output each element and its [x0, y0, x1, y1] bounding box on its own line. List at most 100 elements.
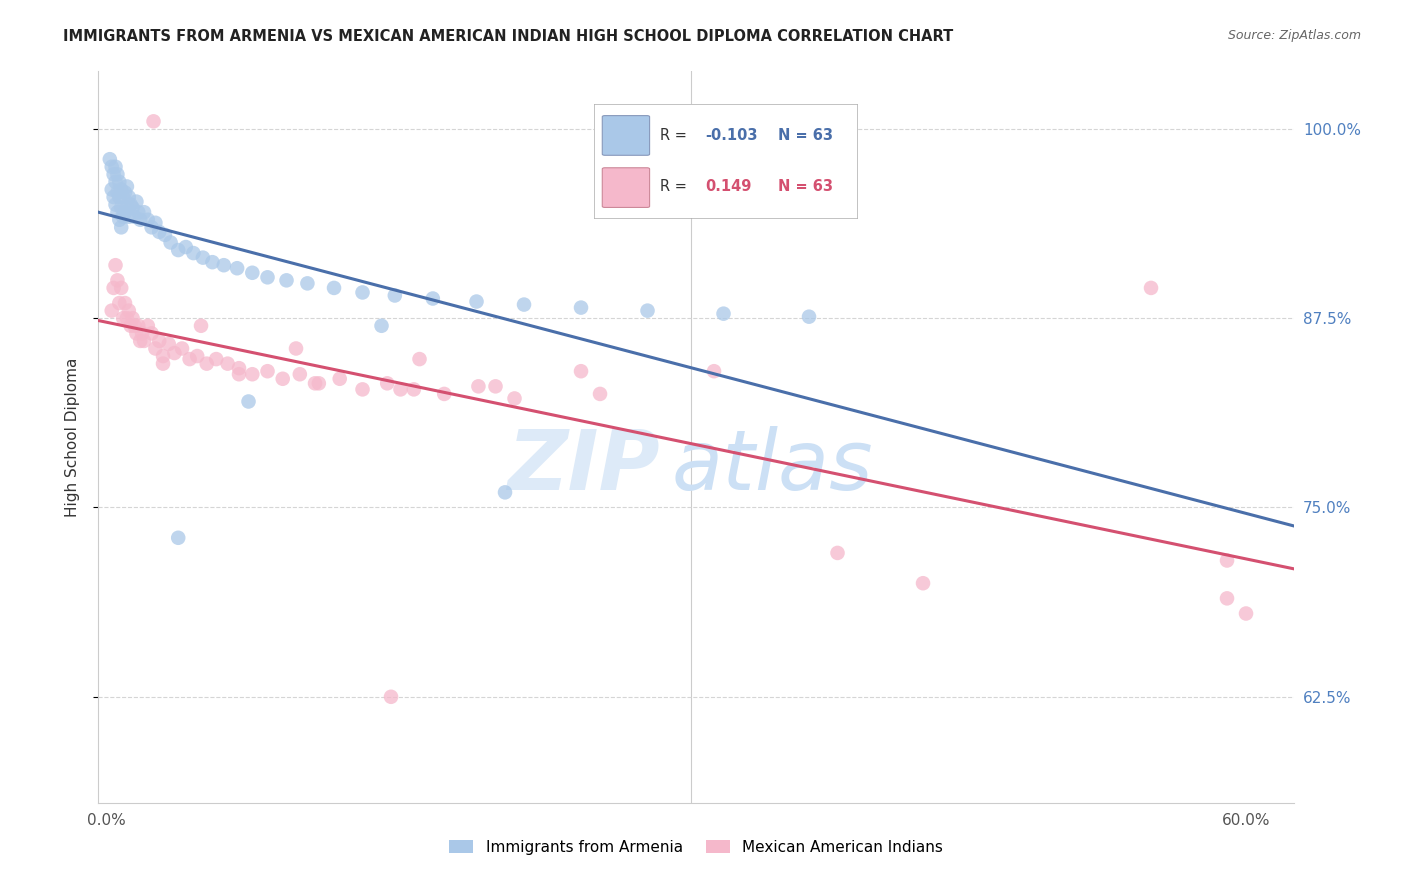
Point [190, 318, 212, 333]
Point [112, 190, 135, 204]
Point [159, 235, 181, 250]
Point [589, 387, 612, 401]
Point [183, 246, 205, 260]
Point [375, 376, 398, 391]
Point [1216, 553, 1239, 567]
Point [148, 225, 170, 239]
Point [170, 342, 193, 356]
Point [103, 167, 125, 181]
Point [467, 379, 489, 393]
Point [703, 364, 725, 378]
Point [380, 690, 402, 704]
Point [98, 152, 121, 166]
Point [100, 160, 122, 174]
Point [121, 201, 143, 215]
Point [145, 342, 167, 356]
Point [238, 394, 260, 409]
Point [637, 303, 659, 318]
Point [100, 182, 122, 196]
Point [114, 186, 136, 200]
Point [114, 296, 136, 310]
Point [104, 160, 127, 174]
Point [141, 326, 163, 341]
Point [276, 273, 298, 287]
Point [285, 342, 308, 356]
Point [256, 270, 278, 285]
Point [484, 379, 506, 393]
Point [240, 266, 263, 280]
Point [191, 251, 214, 265]
Point [422, 292, 444, 306]
Point [148, 334, 170, 348]
Point [228, 368, 250, 382]
Point [494, 485, 516, 500]
Point [108, 296, 131, 310]
Point [108, 212, 131, 227]
Point [118, 303, 141, 318]
Point [297, 277, 319, 291]
Point [104, 258, 127, 272]
Point [136, 318, 159, 333]
Point [129, 334, 152, 348]
Point [569, 364, 592, 378]
Point [110, 182, 132, 196]
Point [713, 307, 735, 321]
Point [115, 311, 138, 326]
Point [217, 357, 239, 371]
Point [212, 258, 235, 272]
Point [408, 352, 430, 367]
Point [110, 201, 132, 215]
Point [827, 546, 849, 560]
Legend: Immigrants from Armenia, Mexican American Indians: Immigrants from Armenia, Mexican America… [443, 834, 949, 861]
Point [304, 376, 326, 391]
Point [110, 281, 132, 295]
Y-axis label: High School Diploma: High School Diploma [65, 358, 80, 516]
Point [308, 376, 330, 391]
Text: Source: ZipAtlas.com: Source: ZipAtlas.com [1227, 29, 1361, 42]
Point [103, 190, 125, 204]
Point [112, 210, 135, 224]
Point [118, 210, 141, 224]
Point [1140, 281, 1163, 295]
Point [107, 273, 129, 287]
Point [121, 311, 143, 326]
Point [195, 357, 218, 371]
Point [131, 326, 153, 341]
Point [125, 326, 148, 341]
Point [157, 337, 180, 351]
Point [120, 197, 142, 211]
Point [141, 220, 163, 235]
Point [433, 387, 456, 401]
Point [205, 352, 228, 367]
Point [228, 361, 250, 376]
Point [127, 205, 149, 219]
Point [503, 392, 526, 406]
Point [112, 311, 135, 326]
Point [174, 240, 197, 254]
Point [132, 205, 155, 219]
Point [323, 281, 346, 295]
Point [115, 179, 138, 194]
Point [569, 301, 592, 315]
Point [120, 318, 142, 333]
Point [152, 349, 174, 363]
Point [114, 205, 136, 219]
Point [389, 383, 412, 397]
Point [352, 383, 374, 397]
Point [104, 175, 127, 189]
Point [136, 212, 159, 227]
Point [226, 261, 249, 276]
Point [118, 190, 141, 204]
Point [100, 303, 122, 318]
Point [115, 201, 138, 215]
Point [107, 205, 129, 219]
Point [513, 297, 536, 311]
Point [186, 349, 208, 363]
Point [240, 368, 263, 382]
Point [132, 334, 155, 348]
Point [167, 243, 190, 257]
Point [402, 383, 425, 397]
Point [1216, 591, 1239, 606]
Point [271, 372, 294, 386]
Text: atlas: atlas [672, 425, 873, 507]
